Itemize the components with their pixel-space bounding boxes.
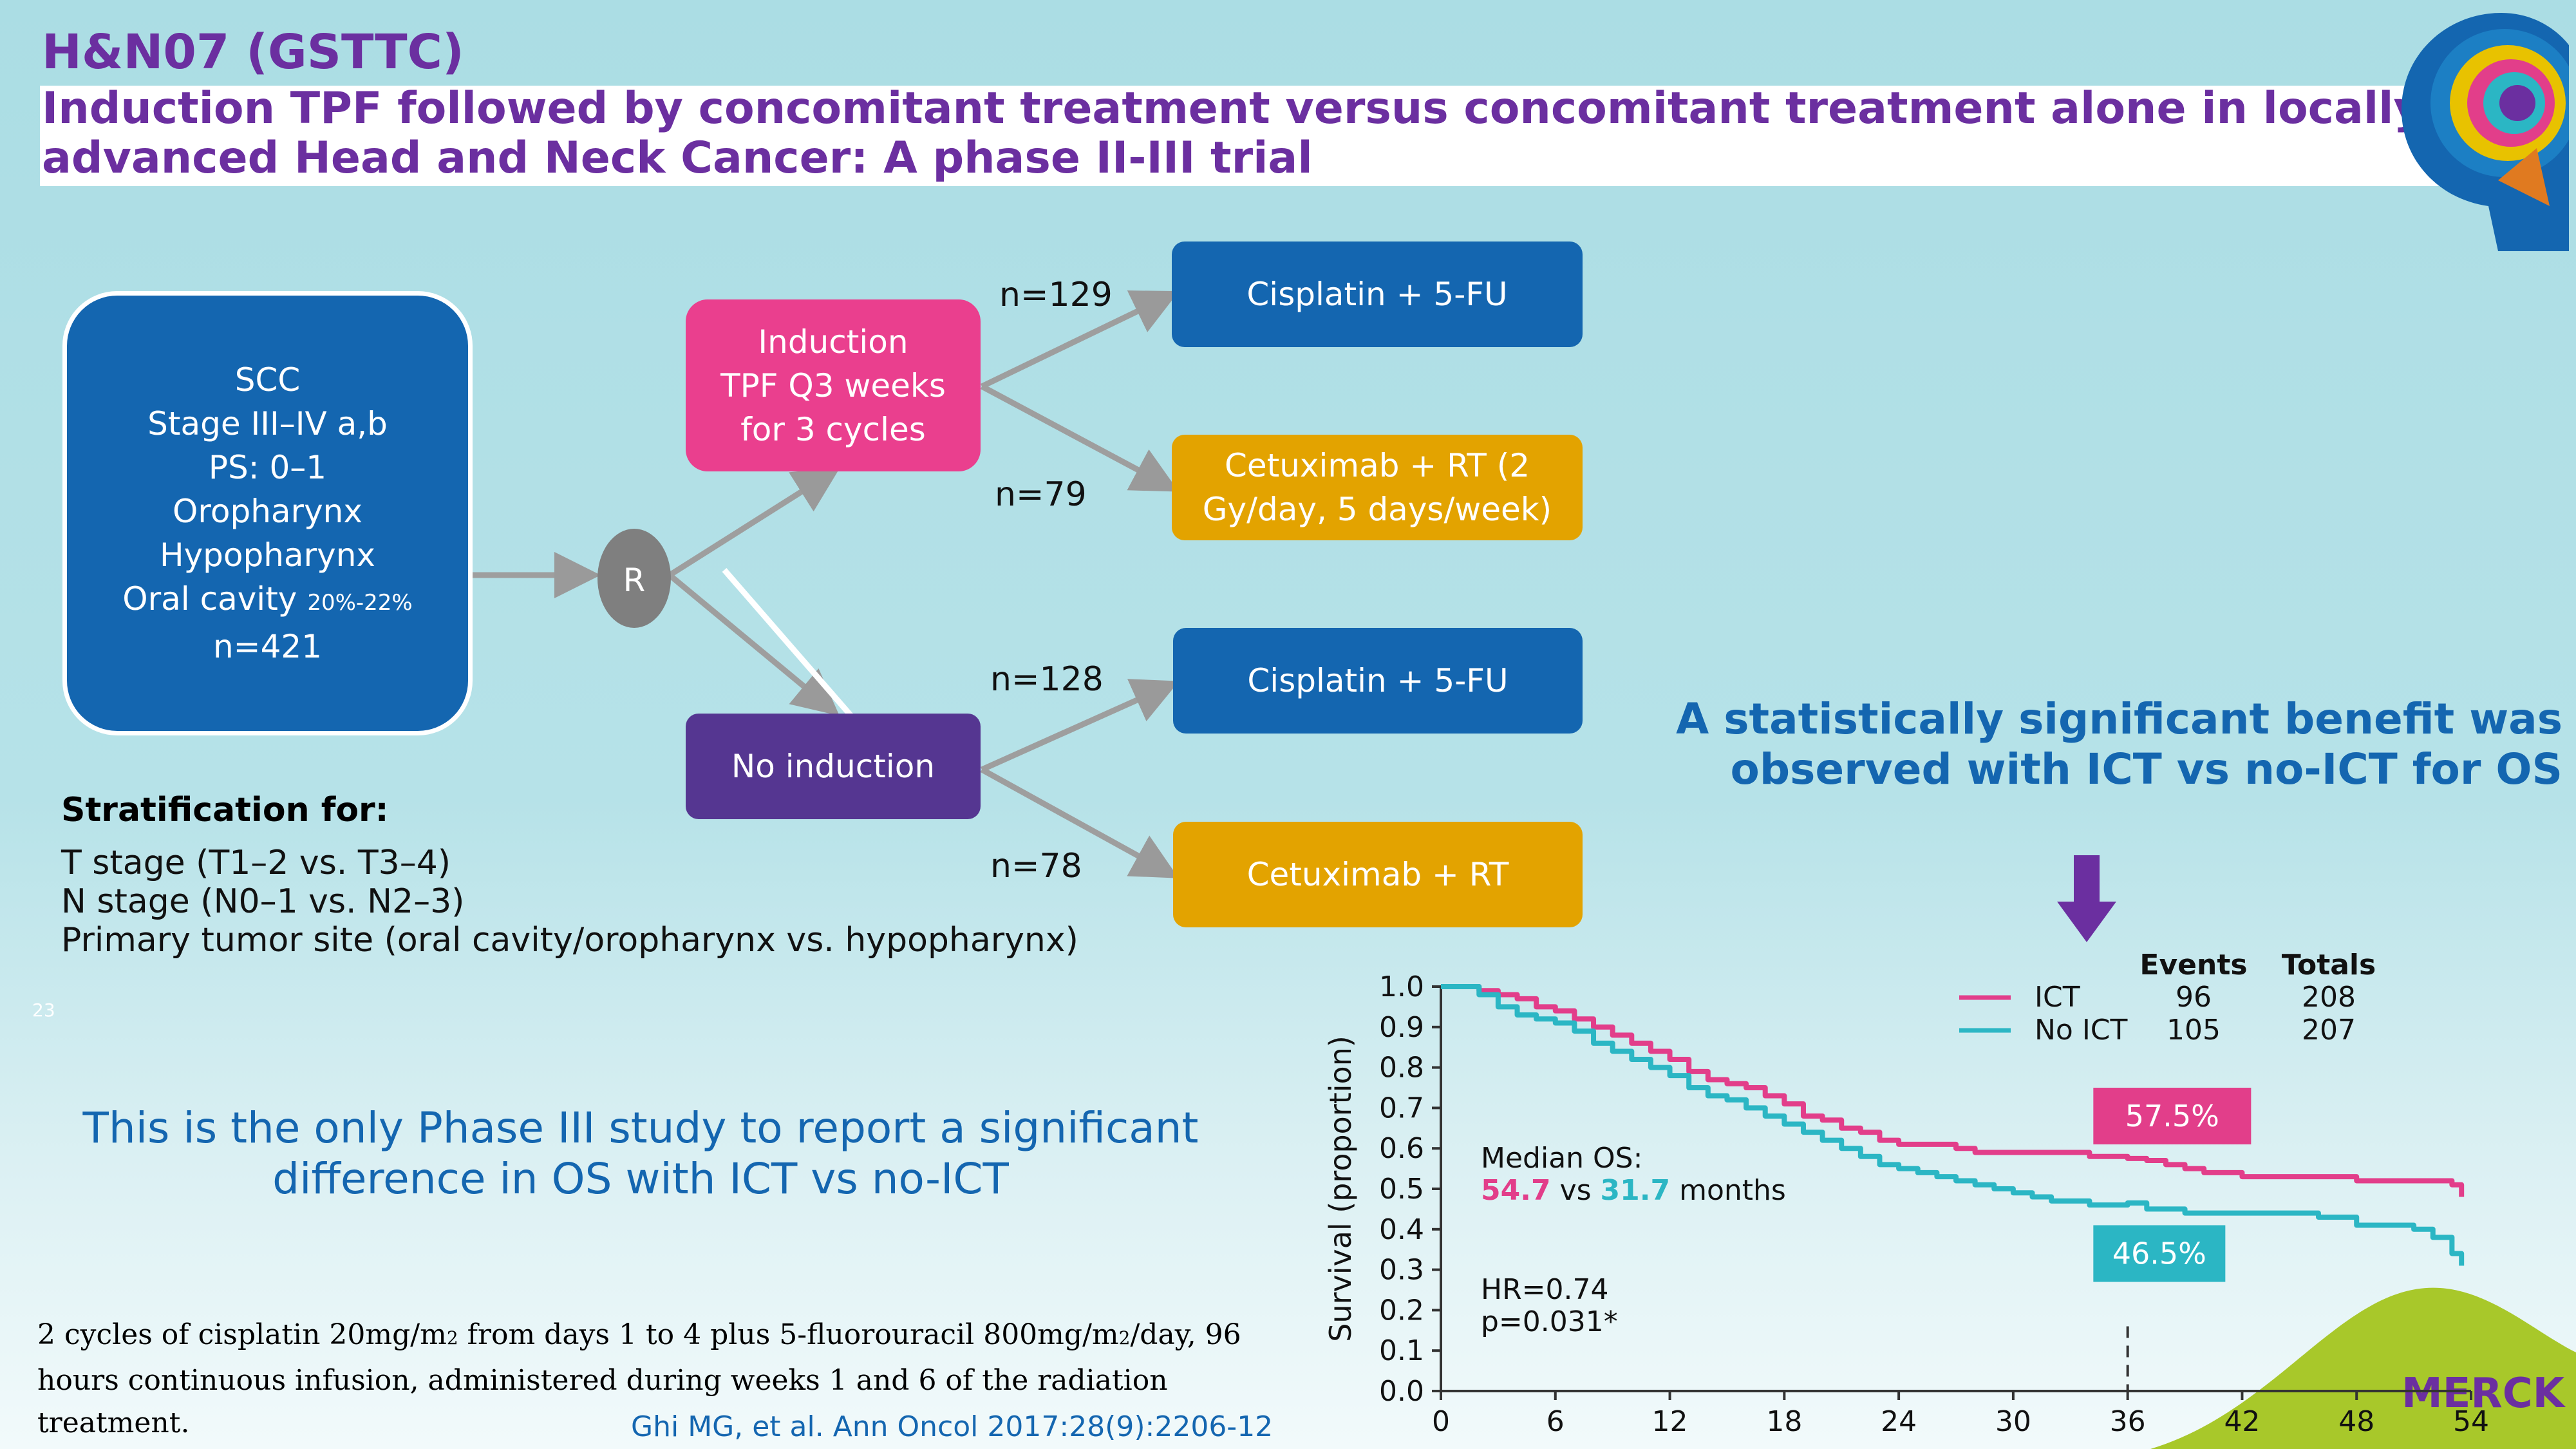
- series-line-ict: [1441, 984, 2465, 1197]
- induction-line: Induction: [758, 323, 908, 361]
- merck-logo-icon: MERCK: [2150, 1287, 2576, 1449]
- legend-events-ict: 96: [2176, 981, 2212, 1014]
- median-vs: vs: [1560, 1174, 1592, 1207]
- ict-percent-label: 57.5%: [2125, 1099, 2219, 1133]
- x-tick-label: 18: [1766, 1405, 1802, 1438]
- population-oral-cavity: Oral cavity: [122, 580, 297, 618]
- x-tick-label: 12: [1652, 1405, 1688, 1438]
- y-tick-label: 0.3: [1379, 1254, 1424, 1287]
- induction-line: TPF Q3 weeks: [720, 366, 946, 404]
- median-no-ict: 31.7: [1601, 1174, 1671, 1207]
- population-line: Hypopharynx: [159, 536, 375, 574]
- benefit-statement: A statistically significant benefit was …: [1676, 694, 2562, 794]
- y-tick-label: 0.6: [1379, 1132, 1424, 1165]
- y-tick-label: 0.0: [1379, 1375, 1424, 1408]
- y-axis-label: Survival (proportion): [1323, 1036, 1358, 1342]
- median-ict: 54.7: [1481, 1174, 1551, 1207]
- no-ict-percent-label: 46.5%: [2112, 1236, 2206, 1271]
- legend-name-ict: ICT: [2035, 981, 2080, 1014]
- x-tick-label: 42: [2224, 1405, 2260, 1438]
- n-label: n=129: [999, 276, 1113, 314]
- x-tick-label: 48: [2338, 1405, 2374, 1438]
- arrow-to-cetux1: [980, 384, 1179, 492]
- legend-events-no-ict: 105: [2167, 1014, 2221, 1046]
- subtitle-banner: [40, 86, 2512, 186]
- legend-totals-ict: 208: [2302, 981, 2356, 1014]
- randomize-node: [597, 529, 671, 628]
- arrow-to-no-induction: [668, 573, 840, 716]
- merck-logo-text: MERCK: [2402, 1370, 2566, 1417]
- population-small-note: 20%-22%: [307, 590, 413, 616]
- y-tick-label: 0.8: [1379, 1052, 1424, 1084]
- footnote: 2 cycles of cisplatin 20mg/m2 from days …: [37, 1318, 1241, 1439]
- induction-line: for 3 cycles: [740, 410, 926, 448]
- y-tick-label: 0.4: [1379, 1213, 1424, 1246]
- population-line: n=421: [212, 628, 323, 665]
- hazard-ratio: HR=0.74: [1481, 1273, 1609, 1306]
- legend-header-events: Events: [2139, 949, 2247, 981]
- arm-cisplatin-1: Cisplatin + 5-FU: [1172, 242, 1583, 347]
- survival-chart: 0.0 0.1 0.2 0.3 0.4 0.5 0.6 0.7 0.8 0.9 1.0 0 6 12 18…: [1323, 949, 2489, 1438]
- x-tick-label: 30: [1995, 1405, 2031, 1438]
- induction-box: Induction TPF Q3 weeks for 3 cycles: [686, 299, 981, 471]
- no-induction-box: No induction: [686, 714, 981, 819]
- y-tick-label: 0.2: [1379, 1294, 1424, 1327]
- brain-logo-icon: [2402, 13, 2569, 251]
- randomize-label: R: [623, 562, 646, 599]
- x-tick-label: 24: [1881, 1405, 1917, 1438]
- x-tick-label: 36: [2110, 1405, 2146, 1438]
- legend-totals-no-ict: 207: [2302, 1014, 2356, 1046]
- ict-percent-badge: [2093, 1088, 2252, 1144]
- slide-subtitle: Induction TPF followed by concomitant tr…: [42, 83, 2422, 184]
- arm-cisplatin-2: Cisplatin + 5-FU: [1173, 628, 1583, 734]
- arrow-to-cis1: [981, 290, 1180, 390]
- legend-header-totals: Totals: [2282, 949, 2376, 981]
- population-line: SCC: [234, 361, 301, 399]
- stratification-heading: Stratification for:: [61, 791, 389, 829]
- white-accent-line: [722, 568, 856, 720]
- y-tick-label: 0.7: [1379, 1092, 1424, 1124]
- population-line: PS: 0–1: [208, 449, 327, 486]
- n-label: n=78: [990, 847, 1082, 886]
- stratification-item: T stage (T1–2 vs. T3–4): [61, 844, 451, 882]
- population-line: Oral cavity 20%-22%: [122, 577, 412, 625]
- series-line-no-ict: [1441, 984, 2465, 1266]
- population-box: SCC Stage III–IV a,b PS: 0–1 Oropharynx …: [62, 291, 473, 735]
- slide-title: H&N07 (GSTTC): [42, 24, 464, 80]
- stratification-item: Primary tumor site (oral cavity/orophary…: [61, 921, 1078, 960]
- n-label: n=79: [995, 475, 1087, 514]
- arrow-to-cetux2: [980, 767, 1179, 878]
- y-tick-label: 1.0: [1379, 971, 1424, 1003]
- x-tick-label: 0: [1432, 1405, 1450, 1438]
- y-tick-label: 0.9: [1379, 1011, 1424, 1044]
- population-line: Stage III–IV a,b: [147, 405, 388, 442]
- p-value: p=0.031*: [1481, 1305, 1618, 1338]
- median-os-label: Median OS:: [1481, 1142, 1642, 1175]
- phase-iii-callout: This is the only Phase III study to repo…: [82, 1103, 1199, 1204]
- no-ict-percent-badge: [2093, 1225, 2226, 1282]
- population-line: Oropharynx: [173, 493, 362, 530]
- x-tick-label: 54: [2453, 1405, 2489, 1438]
- legend-name-no-ict: No ICT: [2035, 1014, 2128, 1046]
- median-os-values: 54.7 vs 31.7 months: [1481, 1174, 1786, 1207]
- stratification-item: N stage (N0–1 vs. N2–3): [61, 882, 465, 921]
- citation: Ghi MG, et al. Ann Oncol 2017:28(9):2206…: [631, 1410, 1274, 1443]
- arrow-to-induction: [668, 467, 841, 578]
- chart-legend: Events Totals ICT 96 208 No ICT 105 207: [1959, 949, 2376, 1046]
- down-arrow-icon: [2057, 855, 2116, 942]
- y-tick-label: 0.5: [1379, 1173, 1424, 1206]
- y-tick-label: 0.1: [1379, 1334, 1424, 1367]
- arrow-to-cis2: [981, 679, 1180, 773]
- page-number: 23: [32, 999, 55, 1021]
- n-label: n=128: [990, 660, 1104, 699]
- arm-cetuximab-1: Cetuximab + RT (2 Gy/day, 5 days/week): [1172, 435, 1583, 540]
- arm-cetuximab-2: Cetuximab + RT: [1173, 822, 1583, 927]
- x-tick-label: 6: [1547, 1405, 1565, 1438]
- median-unit: months: [1679, 1174, 1786, 1207]
